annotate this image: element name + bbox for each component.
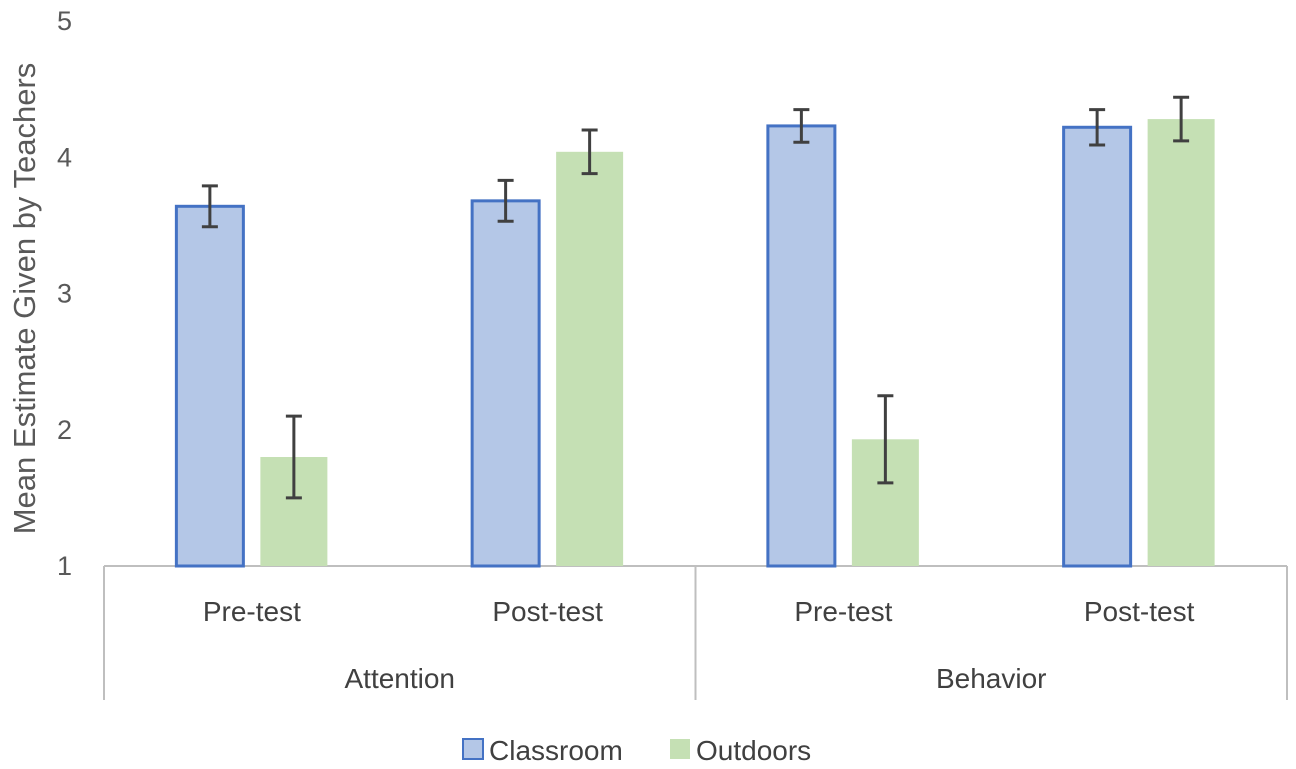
bar-outdoors [556, 151, 624, 567]
chart-labels: 1 2 3 4 5 Mean Estimate Given by Teachers Pre-… [7, 6, 1195, 694]
chart-legend: Classroom Outdoors [462, 735, 811, 766]
bar-classroom [1062, 125, 1133, 568]
x-category-label: Pre-test [794, 596, 892, 627]
y-tick-label: 2 [57, 415, 72, 445]
x-group-label: Behavior [936, 663, 1047, 694]
y-tick-label: 3 [57, 279, 72, 309]
y-axis-title: Mean Estimate Given by Teachers [7, 63, 42, 535]
y-tick-label: 1 [57, 551, 72, 581]
legend-label-classroom: Classroom [489, 735, 623, 766]
chart-axes [103, 565, 1288, 700]
x-category-label: Post-test [1084, 596, 1195, 627]
chart-bars [174, 95, 1215, 568]
bar-classroom [470, 199, 541, 568]
bar-classroom [174, 204, 245, 568]
x-category-label: Post-test [492, 596, 603, 627]
bar-outdoors [1147, 119, 1215, 566]
bar-classroom [766, 124, 837, 568]
legend-swatch-outdoors [670, 739, 690, 759]
legend-swatch-classroom [462, 738, 484, 760]
y-tick-label: 4 [57, 142, 72, 172]
x-category-label: Pre-test [203, 596, 301, 627]
y-tick-label: 5 [57, 6, 72, 36]
legend-label-outdoors: Outdoors [696, 735, 811, 766]
x-group-label: Attention [344, 663, 455, 694]
